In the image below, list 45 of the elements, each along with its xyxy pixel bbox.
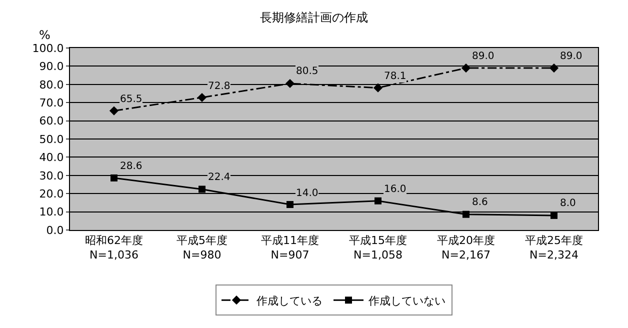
y-axis-title: % xyxy=(39,28,50,42)
data-label: 80.5 xyxy=(296,66,318,77)
data-label: 14.0 xyxy=(296,188,318,199)
data-label: 8.6 xyxy=(472,197,488,208)
y-tick-label: 0.0 xyxy=(46,224,64,237)
data-label: 78.1 xyxy=(384,71,406,82)
x-tick-label: 平成11年度 N=907 xyxy=(261,234,319,262)
y-tick-label: 10.0 xyxy=(39,206,64,219)
point xyxy=(461,63,471,73)
data-label: 8.0 xyxy=(560,198,576,209)
point xyxy=(550,212,558,219)
data-label: 65.5 xyxy=(120,94,142,105)
y-tick-label: 30.0 xyxy=(39,169,64,182)
legend-label: 作成していない xyxy=(368,294,446,308)
data-label: 28.6 xyxy=(120,161,142,172)
x-tick-label: 平成25年度 N=2,324 xyxy=(525,234,583,262)
data-label: 16.0 xyxy=(384,184,406,195)
x-tick-label: 平成15年度 N=1,058 xyxy=(349,234,407,262)
y-tick-label: 80.0 xyxy=(39,78,64,92)
x-tick-label: 平成20年度 N=2,167 xyxy=(437,234,495,262)
data-label: 72.8 xyxy=(208,81,230,92)
y-tick-label: 100.0 xyxy=(32,42,64,55)
point xyxy=(286,201,294,208)
y-tick-label: 70.0 xyxy=(39,96,64,110)
y-tick-label: 20.0 xyxy=(39,187,64,200)
data-label: 89.0 xyxy=(472,51,494,62)
point xyxy=(373,83,383,92)
data-label: 89.0 xyxy=(560,51,582,62)
y-tick-label: 60.0 xyxy=(39,114,64,128)
y-tick-label: 90.0 xyxy=(39,60,64,74)
point xyxy=(462,210,470,218)
legend-label: 作成している xyxy=(256,294,322,308)
point xyxy=(285,78,295,88)
point xyxy=(110,174,118,182)
data-label: 22.4 xyxy=(208,172,230,183)
x-tick-label: 平成5年度 N=980 xyxy=(176,234,228,262)
y-tick-label: 50.0 xyxy=(39,132,64,146)
point xyxy=(109,106,119,116)
point xyxy=(549,63,559,73)
x-tick-label: 昭和62年度 N=1,036 xyxy=(85,234,143,262)
point xyxy=(197,92,207,102)
point xyxy=(198,186,206,193)
y-tick-label: 40.0 xyxy=(39,151,64,164)
point xyxy=(374,197,382,204)
chart-title: 長期修繕計画の作成 xyxy=(260,10,368,25)
